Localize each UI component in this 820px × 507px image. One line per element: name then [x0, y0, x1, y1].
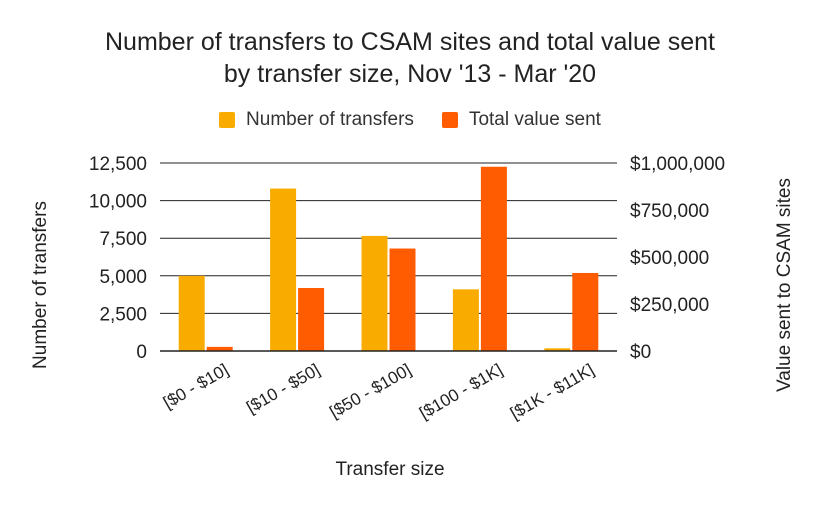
left-tick-label: 10,000: [89, 192, 147, 213]
left-tick-label: 12,500: [89, 154, 147, 175]
x-tick-label: [$50 - $100]: [326, 360, 414, 422]
left-axis-label: Number of transfers: [30, 201, 51, 369]
gridlines: [160, 163, 617, 313]
bar-total-value-sent: [298, 288, 324, 351]
left-tick-label: 2,500: [99, 304, 147, 325]
bar-number-of-transfers: [179, 276, 205, 351]
bar-number-of-transfers: [453, 289, 479, 351]
left-axis-tick-labels: 0 2,500 5,000 7,500 10,000 12,500: [89, 154, 147, 363]
bar-total-value-sent: [390, 249, 416, 351]
right-tick-label: $1,000,000: [630, 154, 725, 175]
bar-number-of-transfers: [362, 236, 388, 351]
left-tick-label: 0: [136, 342, 147, 363]
right-tick-label: $500,000: [630, 248, 709, 269]
x-axis-label: Transfer size: [335, 459, 444, 480]
x-tick-label: [$100 - $1K]: [416, 360, 506, 423]
x-tick-label: [$1K - $11K]: [507, 360, 597, 423]
right-tick-label: $0: [630, 342, 651, 363]
bar-total-value-sent: [572, 273, 598, 351]
left-tick-label: 7,500: [99, 229, 147, 250]
bars: [179, 167, 599, 351]
bar-total-value-sent: [481, 167, 507, 351]
right-axis-label: Value sent to CSAM sites: [774, 178, 795, 392]
x-tick-label: [$10 - $50]: [243, 360, 323, 417]
right-tick-label: $250,000: [630, 295, 709, 316]
left-tick-label: 5,000: [99, 267, 147, 288]
x-axis-tick-labels: [$0 - $10] [$10 - $50] [$50 - $100] [$100 -…: [160, 360, 597, 423]
bar-chart: 02,5005,0007,50010,00012,500 $0$250,000$…: [0, 0, 820, 507]
right-tick-label: $750,000: [630, 201, 709, 222]
x-tick-label: [$0 - $10]: [160, 360, 232, 412]
right-axis-tick-labels: $0 $250,000 $500,000 $750,000 $1,000,000: [630, 154, 725, 363]
bar-number-of-transfers: [270, 189, 296, 351]
